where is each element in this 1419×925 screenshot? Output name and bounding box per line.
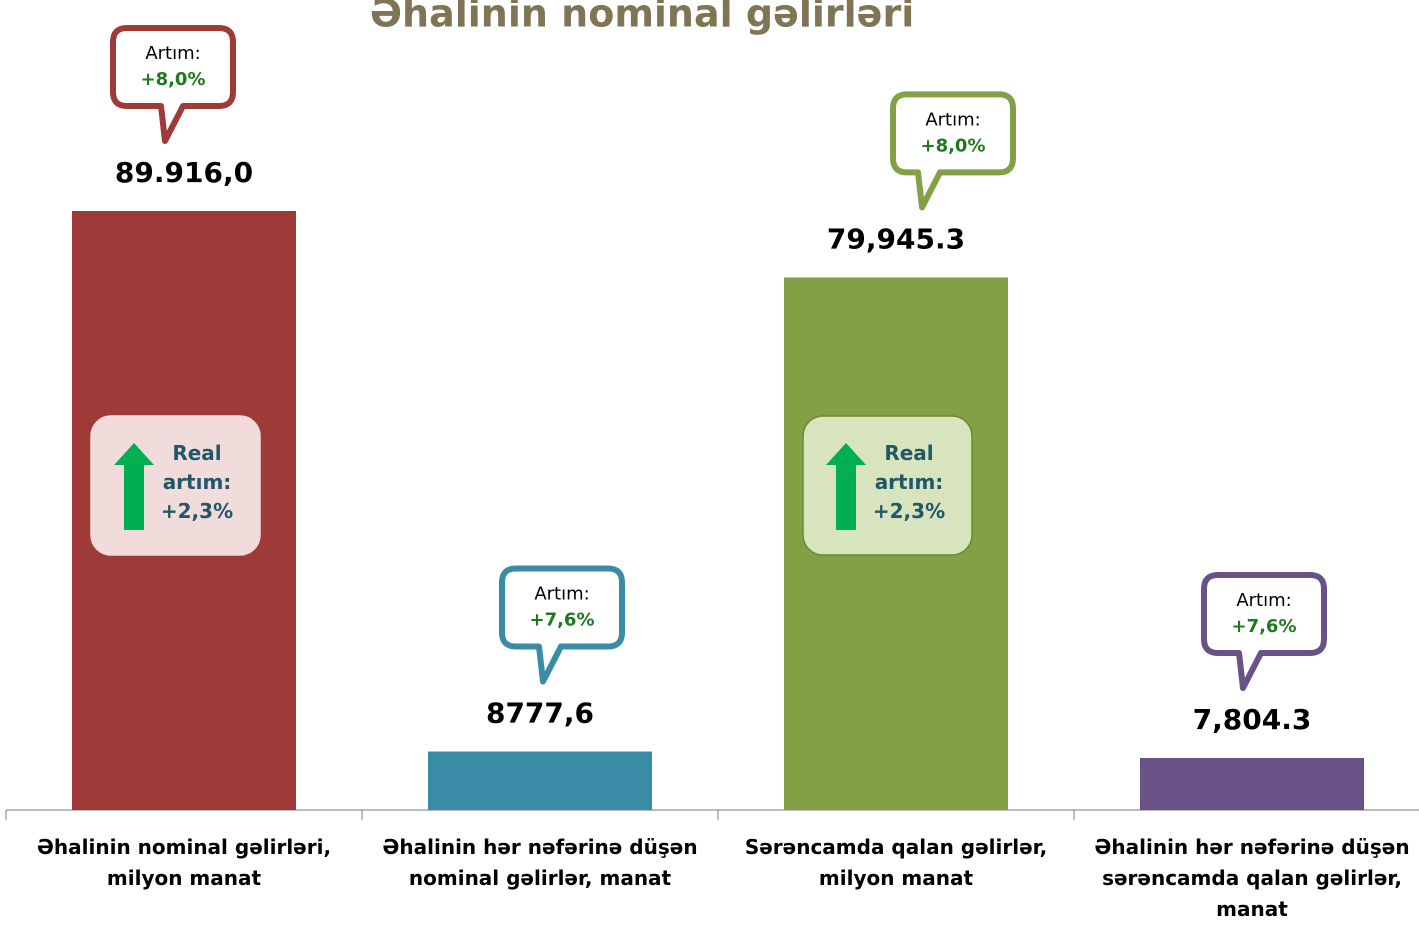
callout-label: Artım:: [1236, 590, 1291, 611]
bar: [428, 751, 652, 810]
real-growth-value: +2,3%: [872, 499, 946, 523]
callout-box: [1201, 572, 1327, 692]
callout-label: Artım:: [925, 109, 980, 130]
value-label: 7,804.3: [1193, 703, 1312, 736]
bar: [1140, 758, 1364, 810]
x-tick-label: Əhalinin nominal gəlirləri, milyon manat: [36, 835, 332, 890]
chart-title: Əhalinin nominal gəlirləri: [370, 0, 914, 36]
callout-box: [499, 565, 625, 685]
callout-label: Artım:: [145, 43, 200, 64]
x-tick-label: Əhalinin hər nəfərinə düşən sərəncamda q…: [1094, 835, 1410, 921]
real-growth-label: Real artım:: [874, 441, 944, 494]
callout-value: +8,0%: [920, 135, 985, 156]
x-tick-label: Sərəncamda qalan gəlirlər, milyon manat: [744, 835, 1048, 890]
real-growth-label: Real artım:: [162, 441, 232, 494]
value-label: 79,945.3: [827, 222, 965, 255]
value-label: 89.916,0: [115, 156, 253, 189]
up-arrow: [114, 443, 154, 530]
callout-label: Artım:: [534, 584, 589, 605]
up-arrow: [826, 443, 866, 530]
value-label: 8777,6: [486, 697, 594, 730]
real-growth-value: +2,3%: [160, 499, 234, 523]
callout-value: +8,0%: [140, 69, 205, 90]
callout-value: +7,6%: [1231, 616, 1296, 637]
x-tick-label: Əhalinin hər nəfərinə düşən nominal gəli…: [382, 835, 698, 890]
callout-box: [890, 91, 1016, 211]
callout-value: +7,6%: [529, 610, 594, 631]
callout-box: [110, 25, 236, 144]
